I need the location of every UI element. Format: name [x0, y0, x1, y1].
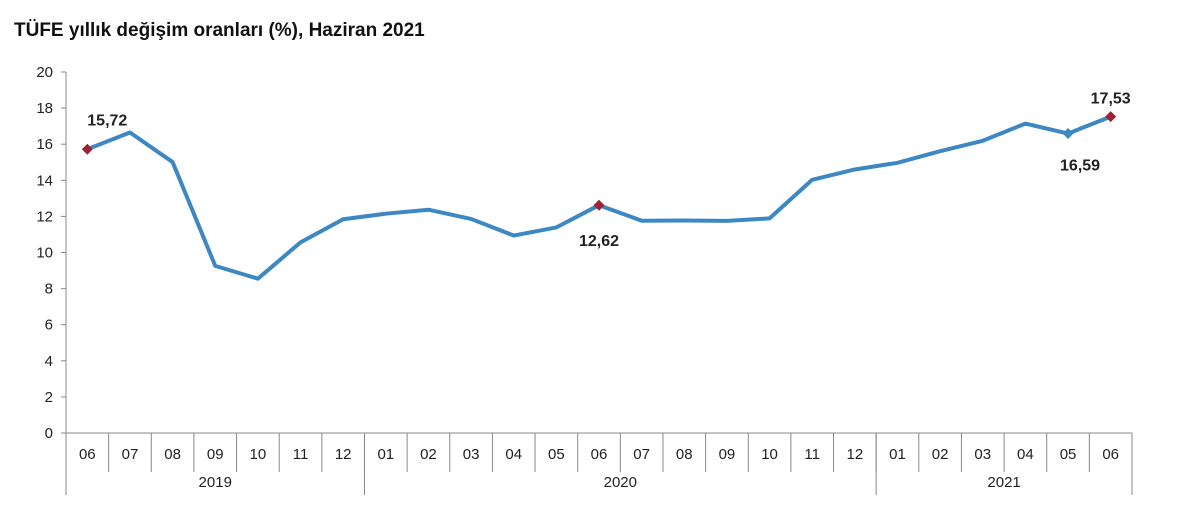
x-tick-label: 07 [122, 446, 139, 463]
data-point-marker [81, 143, 93, 155]
x-tick-label: 06 [1102, 446, 1119, 463]
data-label: 17,53 [1091, 91, 1131, 108]
x-tick-label: 11 [293, 446, 309, 463]
y-tick-label: 16 [36, 136, 53, 153]
chart-title: TÜFE yıllık değişim oranları (%), Hazira… [14, 20, 425, 41]
x-tick-label: 02 [932, 446, 949, 463]
x-tick-label: 04 [1017, 446, 1034, 463]
x-tick-label: 01 [889, 446, 906, 463]
data-label: 12,62 [579, 233, 619, 250]
y-tick-label: 12 [36, 208, 53, 225]
x-tick-label: 10 [761, 446, 778, 463]
x-tick-label: 09 [719, 446, 736, 463]
x-tick-label: 12 [846, 446, 863, 463]
y-tick-label: 6 [45, 317, 53, 334]
y-tick-label: 4 [45, 353, 53, 370]
data-label: 15,72 [87, 112, 127, 129]
x-tick-label: 12 [335, 446, 352, 463]
x-tick-label: 04 [505, 446, 522, 463]
x-tick-label: 07 [633, 446, 650, 463]
x-tick-label: 10 [250, 446, 267, 463]
y-tick-label: 10 [36, 245, 53, 262]
y-tick-label: 0 [45, 425, 53, 442]
data-label: 16,59 [1060, 158, 1100, 175]
x-tick-label: 03 [974, 446, 991, 463]
x-tick-label: 06 [591, 446, 608, 463]
x-tick-label: 05 [548, 446, 565, 463]
series-line [85, 114, 1113, 281]
year-group-label: 2021 [987, 474, 1020, 491]
x-tick-label: 02 [420, 446, 437, 463]
y-tick-label: 2 [45, 389, 53, 406]
data-point-marker [1062, 128, 1074, 140]
x-tick-label: 09 [207, 446, 224, 463]
x-tick-label: 06 [79, 446, 96, 463]
y-tick-label: 20 [36, 64, 53, 81]
y-tick-label: 8 [45, 281, 53, 298]
data-point-marker [1105, 111, 1117, 123]
data-point-marker [593, 199, 605, 211]
x-tick-label: 01 [377, 446, 394, 463]
y-tick-label: 14 [36, 172, 53, 189]
x-tick-label: 11 [804, 446, 820, 463]
x-tick-label: 08 [164, 446, 181, 463]
y-tick-label: 18 [36, 100, 53, 117]
year-group-label: 2020 [604, 474, 637, 491]
x-tick-label: 08 [676, 446, 693, 463]
x-tick-label: 05 [1060, 446, 1077, 463]
year-group-label: 2019 [199, 474, 232, 491]
x-tick-label: 03 [463, 446, 480, 463]
